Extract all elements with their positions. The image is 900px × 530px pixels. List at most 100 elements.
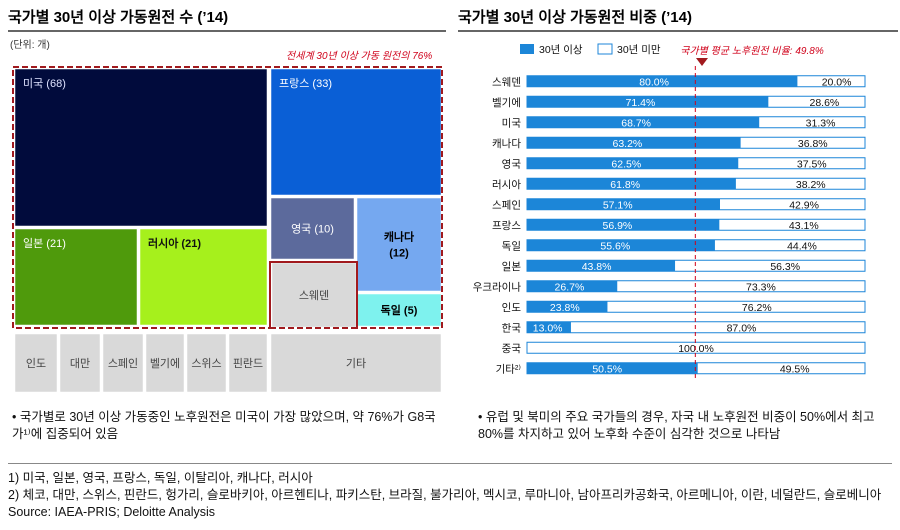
bar-category-label: 독일 xyxy=(502,239,521,252)
bar-under30-value-label: 42.9% xyxy=(789,199,819,211)
bar-30plus xyxy=(527,280,618,292)
bar-30plus-value-label: 63.2% xyxy=(613,138,643,150)
bar-category-label: 중국 xyxy=(502,343,522,355)
bar-30plus-value-label: 68.7% xyxy=(621,117,651,129)
treemap-chart: 미국 (68) 프랑스 (33) 일본 (21) 러시아 (21) 영국 (10) 캐나다… xyxy=(12,66,443,393)
bar-30plus xyxy=(527,137,741,149)
footnote-divider xyxy=(8,463,892,464)
bar-30plus xyxy=(527,321,571,333)
legend-label-under30: 30년 미만 xyxy=(617,44,661,56)
bar-under30-value-label: 20.0% xyxy=(822,76,852,88)
left-chart-title: 국가별 30년 이상 가동원전 수 (’14) xyxy=(8,9,229,26)
legend-swatch-under30 xyxy=(597,43,613,55)
bar-category-label: 캐나다 xyxy=(492,138,521,150)
bar-under30 xyxy=(526,321,866,334)
bar-under30-value-label: 38.2% xyxy=(796,179,826,191)
chart-legend: 30년 이상 30년 미만 xyxy=(520,43,661,56)
footnote-2: 2) 체코, 대만, 스위스, 핀란드, 헝가리, 슬로바키아, 아르헨티나, … xyxy=(8,488,882,502)
bar-30plus-value-label: 55.6% xyxy=(600,240,630,252)
bar-30plus-value-label: 62.5% xyxy=(611,158,641,170)
legend-swatch-30plus xyxy=(520,44,534,54)
bar-30plus-value-label: 26.7% xyxy=(555,281,585,293)
bar-30plus-value-label: 43.8% xyxy=(582,261,612,273)
treemap-cell-label: 캐나다 xyxy=(384,230,415,244)
bar-30plus xyxy=(527,75,798,87)
footnote-1: 1) 미국, 일본, 영국, 프랑스, 독일, 이탈리아, 캐나다, 러시아 xyxy=(8,471,313,485)
treemap-cell-label: 미국 (68) xyxy=(23,77,66,90)
treemap-cell xyxy=(356,293,442,327)
treemap-cell xyxy=(228,333,268,393)
treemap-cell xyxy=(14,228,138,326)
bar-30plus xyxy=(527,116,760,128)
bar-category-label: 한국 xyxy=(502,322,522,334)
right-title-rule xyxy=(458,30,898,32)
treemap-cell-label: (12) xyxy=(389,248,409,260)
treemap-cell-label: 벨기에 xyxy=(150,357,180,370)
bar-under30-value-label: 44.4% xyxy=(787,240,817,252)
bar-under30-value-label: 76.2% xyxy=(742,302,772,314)
bar-30plus xyxy=(527,219,720,231)
left-bullet-text: • 국가별로 30년 이상 가동중인 노후원전은 미국이 가장 많았으며, 약 … xyxy=(12,410,436,441)
g8-highlight-frame xyxy=(12,66,443,329)
treemap-cell xyxy=(271,262,357,328)
bar-category-label: 미국 xyxy=(502,117,522,129)
bar-under30-value-label: 36.8% xyxy=(798,138,828,150)
bar-category-label: 영국 xyxy=(502,158,522,170)
bar-under30-value-label: 43.1% xyxy=(789,220,819,232)
bar-category-label: 스페인 xyxy=(492,199,521,211)
bar-30plus xyxy=(527,157,739,169)
bar-30plus xyxy=(527,96,769,108)
legend-label-30plus: 30년 이상 xyxy=(539,44,583,56)
bar-30plus-value-label: 71.4% xyxy=(626,97,656,109)
treemap-cell-label: 스페인 xyxy=(108,357,138,370)
treemap-cell xyxy=(102,333,144,393)
bar-30plus-value-label: 13.0% xyxy=(533,322,563,334)
bar-under30-value-label: 56.3% xyxy=(770,261,800,273)
source-note: Source: IAEA-PRIS; Deloitte Analysis xyxy=(8,505,216,519)
stacked-bar-chart: 30년 이상 30년 미만 국가별 평균 노후원전 비율: 49.8% 스웨덴 8… xyxy=(473,43,866,381)
bar-category-label: 스웨덴 xyxy=(492,76,521,88)
bar-30plus xyxy=(527,178,736,190)
treemap-cells: 미국 (68) 프랑스 (33) 일본 (21) 러시아 (21) 영국 (10) 캐나다… xyxy=(14,68,442,393)
bar-under30-value-label: 87.0% xyxy=(727,322,757,334)
bar-category-label: 일본 xyxy=(502,260,522,273)
treemap-cell-label: 핀란드 xyxy=(233,357,263,370)
average-marker: 국가별 평균 노후원전 비율: 49.8% xyxy=(680,45,824,66)
bar-category-label: 우크라이나 xyxy=(473,281,522,293)
bar-under30-value-label: 49.5% xyxy=(780,363,810,375)
treemap-cell xyxy=(14,68,268,227)
bar-category-label: 인도 xyxy=(502,302,522,314)
bar-category-label: 프랑스 xyxy=(492,220,521,232)
treemap-cell xyxy=(270,197,355,260)
treemap-cell xyxy=(139,228,268,326)
bar-30plus xyxy=(527,198,720,210)
bar-30plus-value-label: 23.8% xyxy=(550,302,580,314)
treemap-cell xyxy=(356,197,442,292)
bar-30plus-value-label: 56.9% xyxy=(603,220,633,232)
bar-under30-value-label: 37.5% xyxy=(797,158,827,170)
treemap-cell xyxy=(270,333,442,393)
treemap-cell-label: 스웨덴 xyxy=(299,289,329,302)
bar-category-label: 기타²⁾ xyxy=(496,363,522,375)
bar-30plus xyxy=(527,260,676,272)
average-line-label: 국가별 평균 노후원전 비율: 49.8% xyxy=(680,45,824,57)
bar-30plus xyxy=(527,239,715,251)
bar-30plus-value-label: 57.1% xyxy=(603,199,633,211)
treemap-cell-label: 영국 (10) xyxy=(291,223,334,236)
treemap-cell-label: 스위스 xyxy=(191,357,221,370)
average-line-marker-icon xyxy=(696,58,708,66)
bar-category-label: 벨기에 xyxy=(492,97,521,109)
treemap-cell xyxy=(186,333,227,393)
bar-under30-value-label: 73.3% xyxy=(746,281,776,293)
bar-rows: 스웨덴 80.0% 20.0% 벨기에 71.4% 28.6% 미국 68.7% 31.3% 캐나… xyxy=(473,75,866,375)
treemap-cell-label: 기타 xyxy=(346,357,366,370)
treemap-cell xyxy=(270,68,442,196)
treemap-cell xyxy=(14,333,58,393)
treemap-cell-label: 러시아 (21) xyxy=(148,236,201,250)
bar-under30 xyxy=(526,341,866,354)
left-unit-label: (단위: 개) xyxy=(10,40,50,51)
left-title-rule xyxy=(8,30,446,32)
bar-30plus-value-label: 50.5% xyxy=(592,363,622,375)
treemap-cell xyxy=(59,333,101,393)
right-chart-title: 국가별 30년 이상 가동원전 비중 (’14) xyxy=(458,9,692,26)
